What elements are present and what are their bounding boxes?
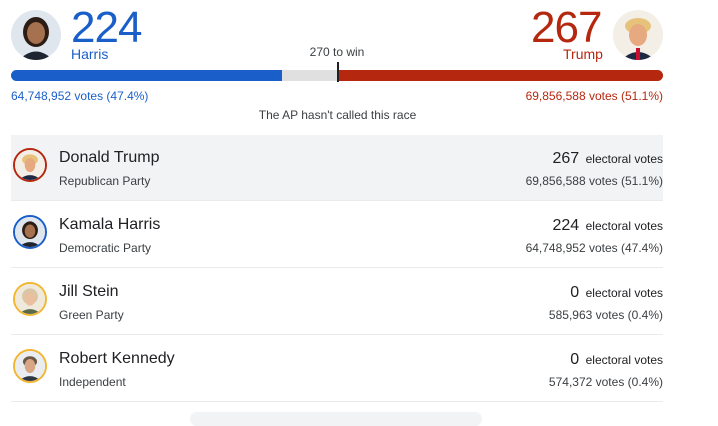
electoral-votes-label: electoral votes	[585, 286, 663, 300]
win-threshold-marker	[337, 62, 339, 82]
harris-electoral-count: 224	[71, 3, 142, 52]
harris-avatar-small	[13, 215, 47, 249]
candidate-name: Kamala Harris	[59, 216, 161, 233]
expand-results-button[interactable]	[190, 412, 482, 426]
electoral-votes: 0 electoral votes	[570, 284, 663, 302]
kennedy-avatar-small	[13, 349, 47, 383]
candidate-row-kennedy[interactable]: Robert Kennedy Independent 0 electoral v…	[11, 336, 663, 402]
trump-electoral-count: 267	[531, 3, 602, 52]
candidate-row-harris[interactable]: Kamala Harris Democratic Party 224 elect…	[11, 202, 663, 268]
popular-votes: 585,963 votes (0.4%)	[548, 308, 663, 322]
candidate-row-trump[interactable]: Donald Trump Republican Party 267 electo…	[11, 135, 663, 201]
electoral-votes-number: 0	[570, 351, 580, 368]
electoral-votes-number: 224	[552, 217, 580, 234]
popular-votes: 69,856,588 votes (51.1%)	[525, 174, 663, 188]
harris-avatar	[11, 10, 61, 60]
trump-label: Trump	[563, 46, 603, 62]
electoral-votes: 224 electoral votes	[552, 217, 663, 235]
electoral-votes-label: electoral votes	[585, 219, 663, 233]
harris-bar-fill	[11, 70, 282, 81]
candidate-row-stein[interactable]: Jill Stein Green Party 0 electoral votes…	[11, 269, 663, 335]
win-threshold-label: 270 to win	[309, 45, 365, 59]
popular-votes: 574,372 votes (0.4%)	[548, 375, 663, 389]
harris-popular-vote: 64,748,952 votes (47.4%)	[11, 89, 149, 103]
candidate-party: Republican Party	[59, 174, 151, 188]
electoral-votes-number: 267	[552, 150, 580, 167]
electoral-votes: 267 electoral votes	[552, 150, 663, 168]
candidate-name: Donald Trump	[59, 149, 160, 166]
candidate-party: Independent	[59, 375, 126, 389]
trump-avatar	[613, 10, 663, 60]
electoral-votes-number: 0	[570, 284, 580, 301]
race-status-note: The AP hasn't called this race	[258, 108, 417, 122]
electoral-votes: 0 electoral votes	[570, 351, 663, 369]
electoral-votes-label: electoral votes	[585, 152, 663, 166]
candidate-party: Green Party	[59, 308, 124, 322]
popular-votes: 64,748,952 votes (47.4%)	[525, 241, 663, 255]
harris-label: Harris	[71, 46, 109, 62]
stein-avatar-small	[13, 282, 47, 316]
trump-bar-fill	[339, 70, 663, 81]
trump-avatar-small	[13, 148, 47, 182]
candidate-name: Jill Stein	[59, 283, 119, 300]
candidate-party: Democratic Party	[59, 241, 152, 255]
candidate-name: Robert Kennedy	[59, 350, 175, 367]
electoral-votes-label: electoral votes	[585, 353, 663, 367]
trump-popular-vote: 69,856,588 votes (51.1%)	[525, 89, 663, 103]
